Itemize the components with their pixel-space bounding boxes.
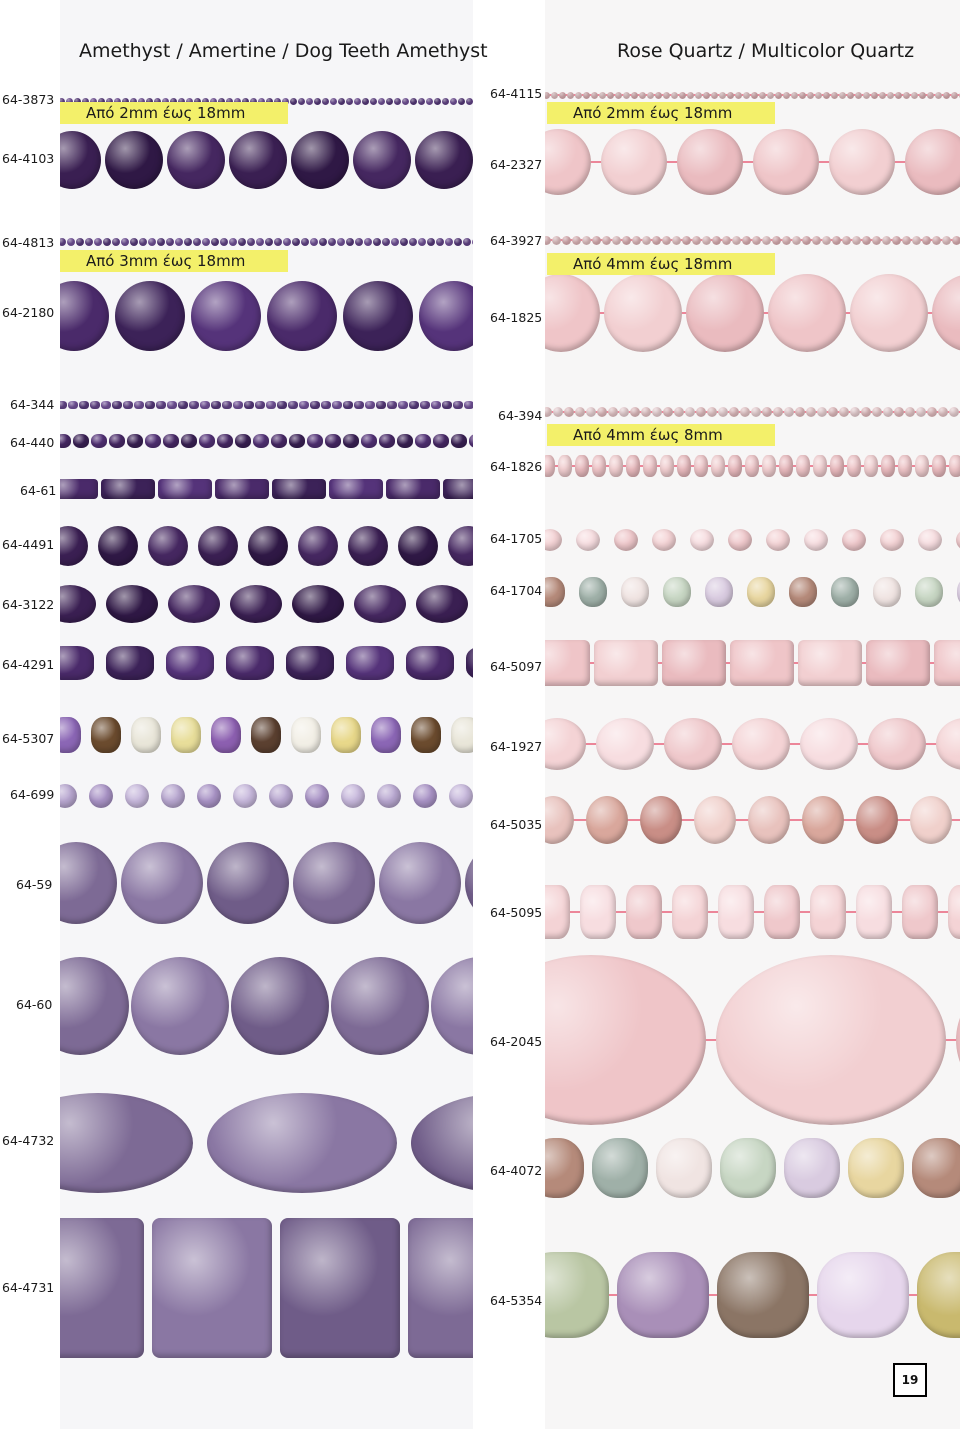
bead-strand: [60, 957, 473, 1055]
bead-strand: [545, 274, 960, 352]
product-code: 64-4731: [2, 1280, 55, 1295]
size-range-label: Από 3mm έως 18mm: [60, 250, 288, 272]
product-code: 64-394: [498, 408, 543, 423]
product-code: 64-2045: [490, 1034, 543, 1049]
bead-strand: [545, 529, 960, 551]
bead-strand: [545, 796, 960, 844]
bead-strand: [60, 585, 473, 623]
bead-strand: [545, 91, 960, 99]
product-code: 64-1704: [490, 583, 543, 598]
product-code: 64-59: [16, 877, 53, 892]
product-code: 64-1826: [490, 459, 543, 474]
product-code: 64-5095: [490, 905, 543, 920]
bead-strand: [60, 784, 473, 808]
bead-strand: [545, 455, 960, 477]
bead-strand: [545, 955, 960, 1125]
bead-strand: [60, 479, 473, 499]
rose-quartz-section-title: Rose Quartz / Multicolor Quartz: [617, 40, 915, 62]
bead-strand: [545, 129, 960, 195]
product-code: 64-4115: [490, 86, 543, 101]
bead-strand: [60, 1093, 473, 1193]
bead-strand: [60, 526, 473, 566]
size-range-label: Από 4mm έως 18mm: [547, 253, 775, 275]
product-code: 64-5354: [490, 1293, 543, 1308]
bead-strand: [60, 842, 473, 924]
product-code: 64-4103: [2, 151, 55, 166]
bead-strand: [545, 235, 960, 245]
bead-strand: [60, 238, 473, 246]
bead-strand: [60, 717, 473, 753]
size-range-label: Από 2mm έως 18mm: [547, 102, 775, 124]
bead-strand: [545, 1252, 960, 1338]
bead-strand: [545, 640, 960, 686]
product-code: 64-1825: [490, 310, 543, 325]
bead-strand: [60, 281, 473, 351]
product-code: 64-2327: [490, 157, 543, 172]
product-code: 64-5307: [2, 731, 55, 746]
product-code: 64-4813: [2, 235, 55, 250]
bead-strand: [545, 718, 960, 770]
product-code: 64-4291: [2, 657, 55, 672]
bead-strand: [60, 131, 473, 189]
product-code: 64-3927: [490, 233, 543, 248]
product-code: 64-5097: [490, 659, 543, 674]
size-range-label: Από 4mm έως 8mm: [547, 424, 775, 446]
bead-strand: [545, 407, 960, 417]
bead-strand: [60, 1218, 473, 1358]
amethyst-section-title: Amethyst / Amertine / Dog Teeth Amethyst: [79, 40, 488, 62]
bead-strand: [60, 646, 473, 680]
product-code: 64-3873: [2, 92, 55, 107]
product-code: 64-699: [10, 787, 55, 802]
product-code: 64-3122: [2, 597, 55, 612]
size-range-label: Από 2mm έως 18mm: [60, 102, 288, 124]
bead-strand: [60, 97, 473, 105]
page-number: 19: [893, 1363, 927, 1397]
amethyst-photo-panel: [60, 0, 473, 1429]
product-code: 64-1705: [490, 531, 543, 546]
product-code: 64-60: [16, 997, 53, 1012]
product-code: 64-4491: [2, 537, 55, 552]
product-code: 64-1927: [490, 739, 543, 754]
bead-strand: [545, 885, 960, 939]
product-code: 64-4072: [490, 1163, 543, 1178]
bead-strand: [545, 577, 960, 607]
product-code: 64-440: [10, 435, 55, 450]
product-code: 64-2180: [2, 305, 55, 320]
product-code: 64-4732: [2, 1133, 55, 1148]
rose-quartz-photo-panel: [545, 0, 960, 1429]
product-code: 64-5035: [490, 817, 543, 832]
product-code: 64-61: [20, 483, 57, 498]
bead-strand: [60, 401, 473, 409]
bead-strand: [545, 1138, 960, 1198]
bead-strand: [60, 434, 473, 448]
product-code: 64-344: [10, 397, 55, 412]
